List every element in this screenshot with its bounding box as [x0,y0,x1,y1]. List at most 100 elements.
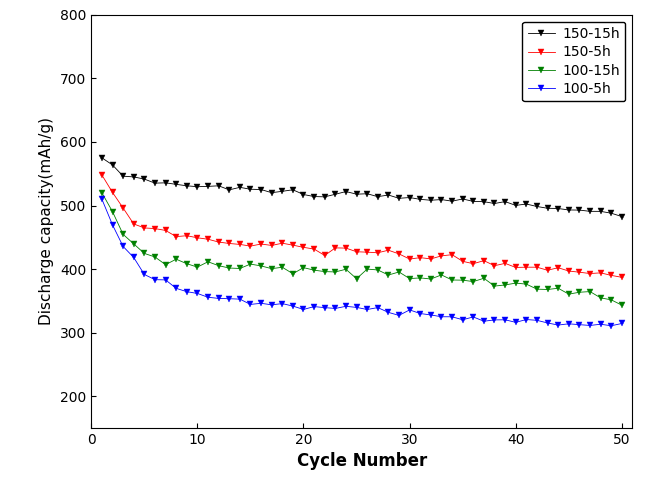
150-5h [586,271,594,277]
150-15h [204,184,212,189]
150-15h [162,180,170,186]
100-5h [544,320,552,326]
100-5h [417,310,424,316]
100-15h [565,291,572,297]
100-5h [98,196,106,202]
150-5h [480,258,488,264]
100-5h [618,320,626,326]
150-5h [576,269,584,275]
150-5h [427,256,435,262]
150-5h [544,267,552,273]
100-5h [533,317,541,323]
150-5h [215,239,222,245]
150-5h [194,235,201,241]
150-15h [437,197,445,203]
150-15h [289,187,297,193]
100-15h [618,302,626,308]
150-5h [395,251,403,257]
150-15h [331,191,339,197]
150-5h [310,246,318,252]
100-15h [246,261,254,267]
100-15h [533,286,541,292]
100-5h [342,304,350,309]
150-5h [342,245,350,251]
100-15h [576,289,584,295]
150-15h [226,187,233,193]
150-5h [204,236,212,242]
100-15h [417,275,424,281]
100-15h [310,267,318,273]
150-15h [586,209,594,215]
100-5h [448,314,456,320]
150-5h [151,226,159,232]
150-5h [98,172,106,178]
150-15h [299,191,307,197]
150-15h [522,201,530,207]
Y-axis label: Discharge capacity(mAh/g): Discharge capacity(mAh/g) [40,118,55,325]
100-15h [268,266,276,272]
150-15h [151,180,159,186]
150-5h [607,273,615,278]
100-5h [289,303,297,309]
100-15h [459,277,467,283]
100-5h [151,277,159,282]
150-5h [512,265,520,271]
150-15h [576,207,584,213]
100-5h [321,305,329,310]
150-5h [268,243,276,248]
100-15h [490,283,498,289]
150-15h [395,195,403,201]
100-5h [607,323,615,329]
100-15h [236,266,244,272]
100-15h [448,277,456,283]
100-15h [226,265,233,271]
150-15h [119,173,127,179]
100-5h [299,307,307,312]
150-15h [278,188,286,194]
100-5h [437,314,445,320]
100-15h [140,250,148,256]
100-15h [469,278,477,284]
150-15h [480,199,488,205]
150-5h [331,245,339,251]
150-5h [490,263,498,269]
150-5h [278,240,286,246]
100-5h [236,296,244,302]
150-15h [417,196,424,202]
100-5h [183,289,190,295]
100-15h [374,267,381,273]
150-15h [183,183,190,189]
150-15h [236,184,244,190]
100-15h [98,190,106,196]
100-5h [119,244,127,249]
100-5h [459,317,467,323]
100-15h [554,285,562,291]
150-15h [554,206,562,212]
150-15h [459,196,467,202]
100-15h [597,295,604,301]
150-5h [448,252,456,258]
100-5h [109,222,117,228]
100-15h [183,261,190,267]
150-15h [353,191,361,197]
150-15h [385,192,393,198]
100-5h [385,309,393,315]
100-15h [363,266,371,272]
150-15h [342,188,350,194]
150-5h [172,234,180,240]
Line: 100-15h: 100-15h [99,190,625,308]
150-15h [321,194,329,200]
150-5h [289,242,297,248]
150-15h [215,183,222,189]
150-15h [246,186,254,192]
150-15h [448,198,456,204]
100-5h [522,316,530,322]
150-15h [194,184,201,189]
100-5h [310,304,318,309]
100-5h [194,290,201,296]
100-5h [501,317,509,323]
100-5h [554,322,562,328]
100-5h [140,272,148,277]
150-15h [427,197,435,203]
150-5h [246,243,254,249]
